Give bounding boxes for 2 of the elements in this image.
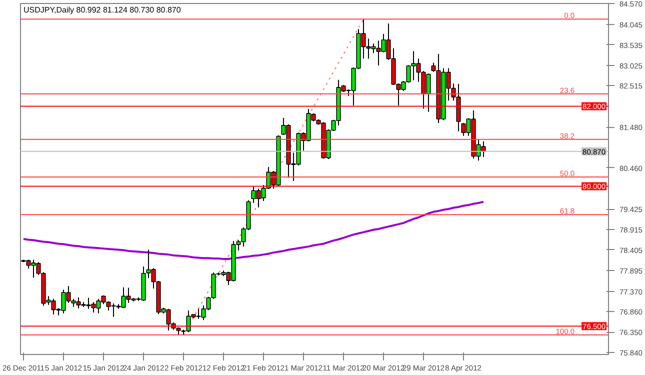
- line-series: [22, 200, 484, 260]
- chart-title: USDJPY,Daily 80.992 81.124 80.730 80.870: [24, 6, 182, 14]
